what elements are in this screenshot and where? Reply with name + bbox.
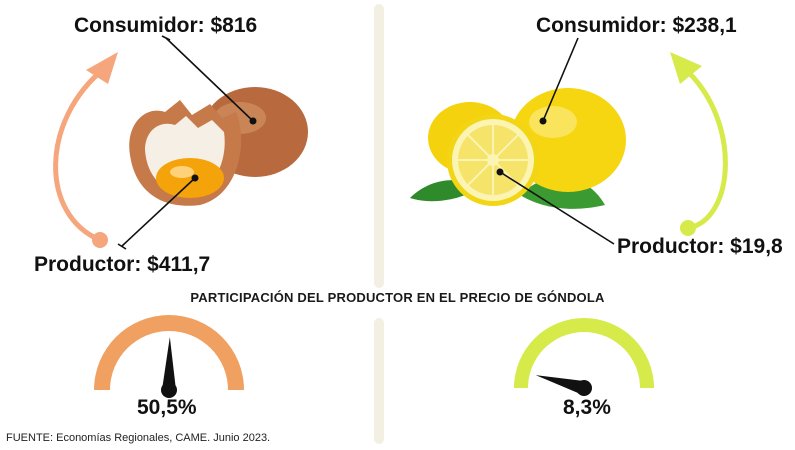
left-gauge-percent: 50,5% — [137, 396, 197, 419]
left-callout-lines — [117, 35, 257, 250]
lemons-image — [410, 88, 626, 209]
right-gauge-hub — [576, 380, 592, 396]
left-consumer-price: Consumidor: $816 — [74, 14, 258, 37]
section-title: PARTICIPACIÓN DEL PRODUCTOR EN EL PRECIO… — [190, 290, 605, 305]
right-producer-share-gauge — [514, 318, 654, 396]
source-note: FUENTE: Economías Regionales, CAME. Juni… — [6, 432, 271, 444]
eggs-image — [129, 87, 308, 206]
right-gauge-needle — [535, 375, 586, 395]
right-callout-lines — [496, 37, 615, 245]
right-consumer-price: Consumidor: $238,1 — [536, 14, 737, 37]
right-producer-price: Productor: $19,8 — [617, 235, 783, 258]
center-divider-top — [374, 4, 384, 288]
left-gauge-hub — [161, 382, 177, 398]
right-gauge-arc — [514, 318, 654, 388]
left-gauge-needle — [162, 337, 176, 391]
left-producer-price: Productor: $411,7 — [34, 253, 211, 276]
center-divider-bottom — [374, 318, 384, 444]
left-growth-arrow — [53, 52, 118, 248]
right-growth-arrow — [670, 52, 728, 236]
left-producer-share-gauge — [94, 315, 244, 398]
right-gauge-percent: 8,3% — [563, 396, 611, 419]
left-gauge-arc — [94, 315, 244, 390]
